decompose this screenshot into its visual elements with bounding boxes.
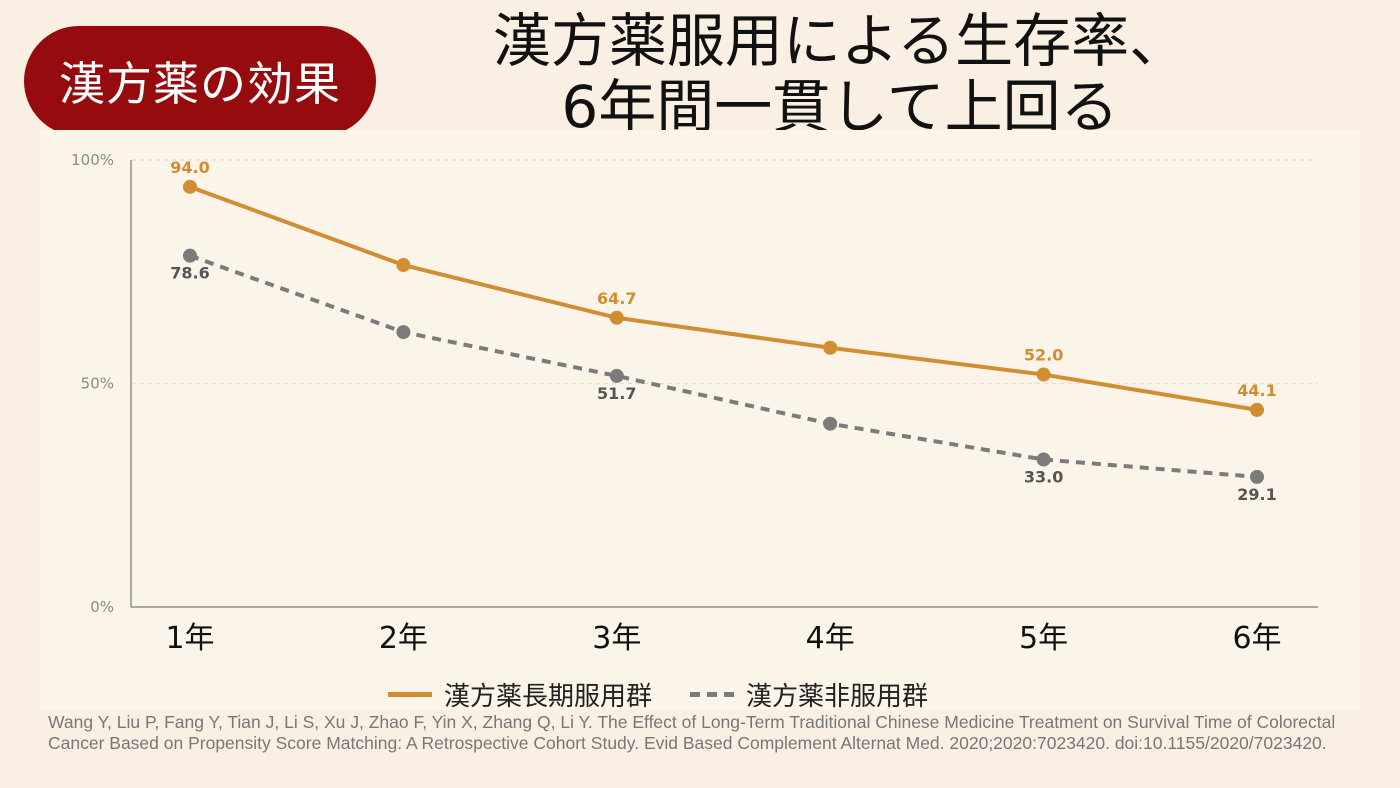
badge-label: 漢方薬の効果 <box>59 57 341 111</box>
legend-label-long-term: 漢方薬長期服用群 <box>444 681 653 712</box>
data-point <box>396 325 411 340</box>
data-point <box>1036 367 1051 382</box>
chart-panel <box>40 130 1360 710</box>
data-point <box>183 248 197 263</box>
series-line-1 <box>189 184 1258 412</box>
data-label: 94.0 <box>170 158 209 177</box>
badge: 漢方薬の効果 <box>24 26 376 136</box>
data-label: 78.6 <box>170 264 209 283</box>
y-tick-label: 0% <box>90 598 114 616</box>
survival-line-chart: 100% 50% 0% 1年 2年 3年 4年 5年 6年 94.0 64.7 52.0 44.1 78.… <box>71 151 1318 656</box>
data-point <box>1250 402 1264 417</box>
x-tick-label: 1年 <box>165 621 214 656</box>
x-tick-label: 3年 <box>592 621 641 656</box>
data-point <box>823 340 838 355</box>
chart-legend: 漢方薬長期服用群 漢方薬非服用群 <box>388 676 966 712</box>
data-point <box>396 258 411 273</box>
x-tick-label: 6年 <box>1232 621 1281 656</box>
data-label: 29.1 <box>1237 485 1276 504</box>
data-label: 33.0 <box>1024 467 1063 486</box>
x-tick-label: 4年 <box>806 621 855 656</box>
y-tick-label: 50% <box>81 375 114 393</box>
title-line-2: 6年間一貫して上回る <box>561 73 1119 141</box>
data-point <box>1036 452 1051 467</box>
series-line-2 <box>189 253 1258 479</box>
citation: Wang Y, Liu P, Fang Y, Tian J, Li S, Xu … <box>48 712 1336 753</box>
y-tick-label: 100% <box>71 151 114 169</box>
x-tick-label: 2年 <box>379 621 428 656</box>
data-label: 51.7 <box>597 384 636 403</box>
data-label: 52.0 <box>1024 346 1063 365</box>
data-point <box>609 368 624 383</box>
data-point <box>609 310 624 325</box>
legend-swatch-solid <box>388 691 432 697</box>
legend-item-long-term: 漢方薬長期服用群 <box>388 676 652 713</box>
data-point <box>183 179 197 194</box>
data-label: 64.7 <box>597 289 636 308</box>
legend-label-non-user: 漢方薬非服用群 <box>746 681 929 712</box>
page-title: 漢方薬服用による生存率、 6年間一貫して上回る <box>400 8 1280 140</box>
data-label: 44.1 <box>1237 381 1276 400</box>
title-line-1: 漢方薬服用による生存率、 <box>492 7 1188 75</box>
data-point <box>1250 469 1264 484</box>
x-tick-label: 5年 <box>1019 621 1068 656</box>
legend-item-non-user: 漢方薬非服用群 <box>690 676 928 713</box>
data-point <box>823 416 838 431</box>
legend-swatch-dashed <box>690 691 735 697</box>
